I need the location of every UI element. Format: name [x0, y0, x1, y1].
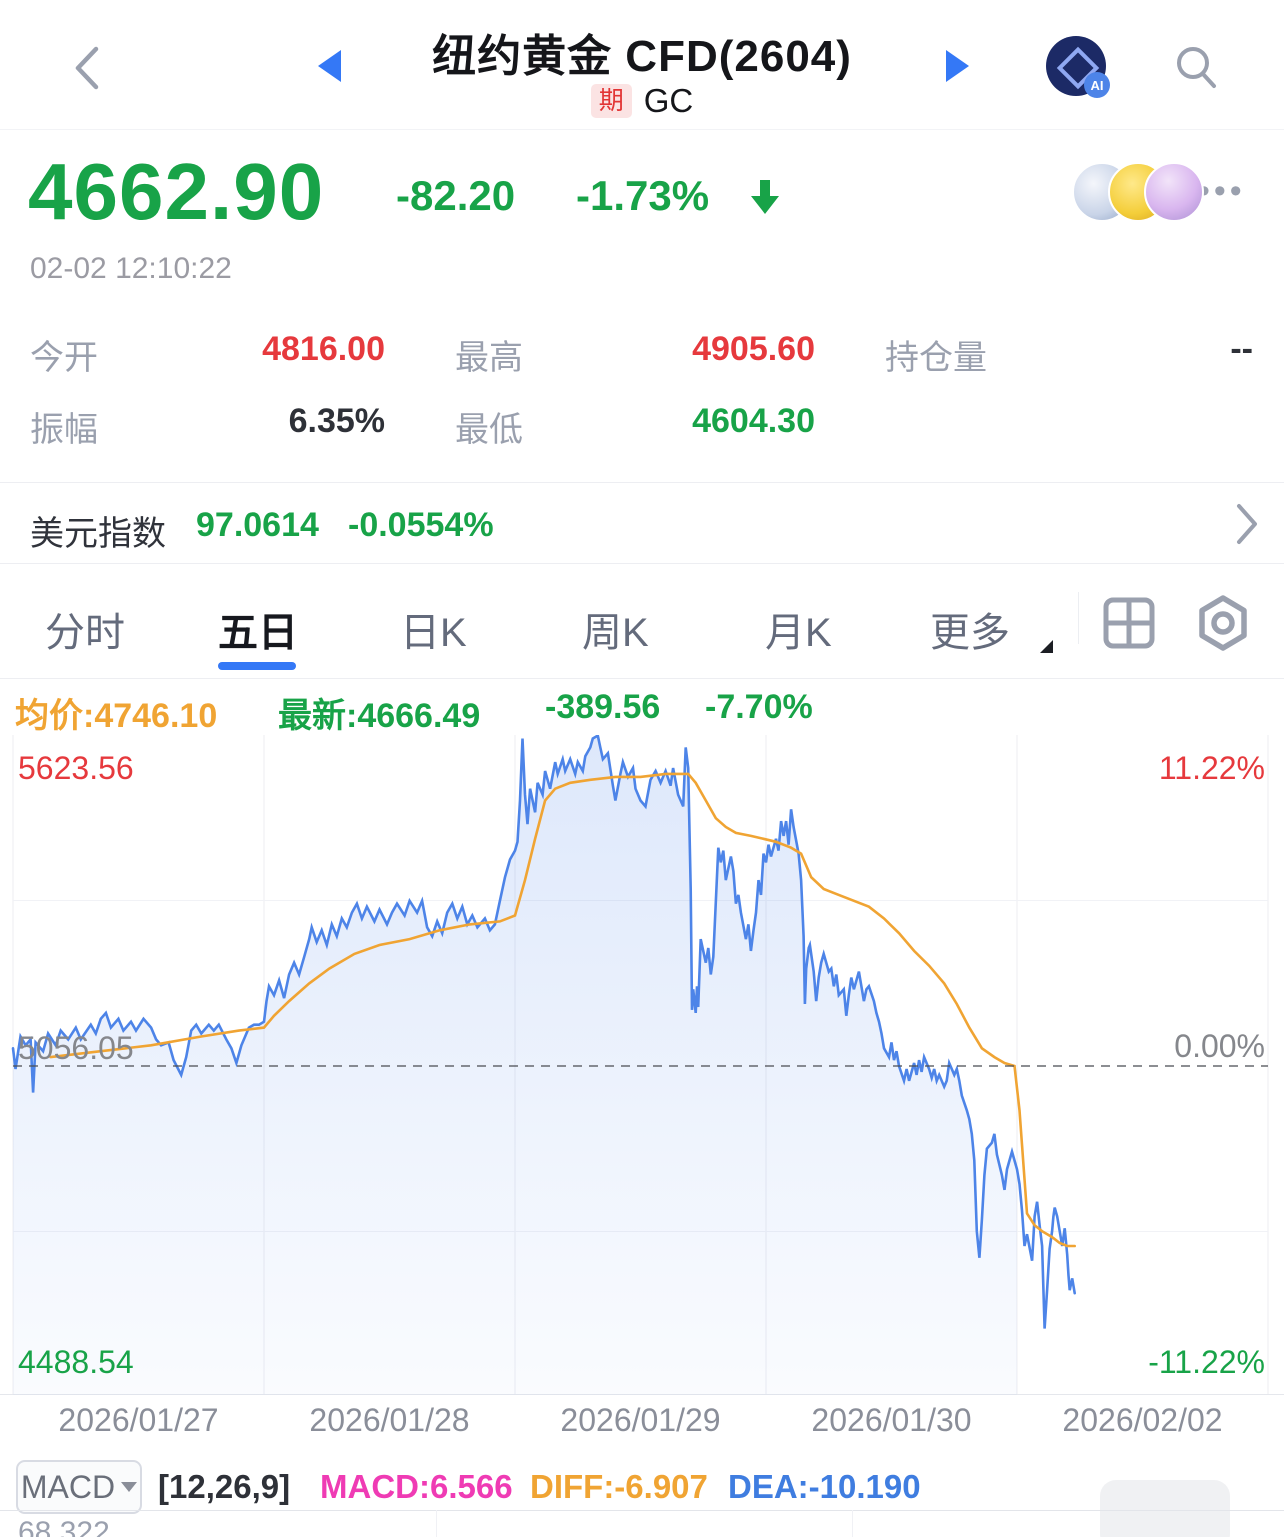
active-tab-underline: [218, 662, 296, 670]
x-axis-date-5: 2026/02/02: [1062, 1402, 1223, 1438]
watermark: [1100, 1480, 1230, 1537]
low-label: 最低: [455, 411, 523, 449]
quote-timestamp: 02-02 12:10:22: [30, 252, 232, 285]
tab-monthly-k[interactable]: 月K: [765, 611, 832, 655]
high-label: 最高: [455, 339, 523, 377]
open-interest-value: --: [1230, 330, 1253, 368]
legend-avg-price: 均价:4746.10: [15, 697, 218, 735]
usd-index-value: 97.0614: [196, 506, 319, 544]
prev-instrument-button[interactable]: [318, 50, 341, 82]
tab-more[interactable]: 更多: [930, 611, 1010, 655]
legend-last-price: 最新:4666.49: [278, 697, 481, 735]
open-label: 今开: [30, 339, 98, 377]
usd-index-label: 美元指数: [30, 515, 166, 553]
legend-last-pct: -7.70%: [705, 688, 813, 726]
x-axis-date-2: 2026/01/28: [309, 1402, 470, 1438]
last-price: 4662.90: [28, 147, 325, 236]
macd-pane-gridline-1: [436, 1510, 437, 1537]
ai-badge: AI: [1084, 72, 1110, 98]
usd-index-row[interactable]: 美元指数 97.0614 -0.0554%: [0, 482, 1284, 563]
symbol-row: 期 GC: [0, 82, 1284, 120]
commentator-avatar-3[interactable]: [1144, 162, 1204, 222]
ai-assistant-button[interactable]: AI: [1046, 36, 1110, 98]
high-value: 4905.60: [692, 330, 815, 368]
x-axis-date-1: 2026/01/27: [58, 1402, 219, 1438]
price-change: -82.20: [396, 172, 516, 219]
tab-more-corner-icon: [1040, 640, 1053, 653]
search-icon: [1177, 47, 1216, 88]
header-divider: [0, 129, 1284, 130]
multi-chart-button[interactable]: [1100, 594, 1158, 652]
futures-badge: 期: [590, 84, 632, 118]
down-arrow-icon: [750, 180, 780, 214]
x-axis-date-4: 2026/01/30: [811, 1402, 972, 1438]
macd-value: MACD:6.566: [320, 1468, 513, 1505]
tabs-bottom-border: [0, 678, 1284, 679]
tab-daily-k[interactable]: 日K: [400, 611, 467, 655]
page-title: 纽约黄金 CFD(2604): [432, 32, 852, 81]
macd-params: [12,26,9]: [158, 1468, 291, 1505]
macd-pane-scale-value: 68.322: [18, 1516, 110, 1537]
back-button[interactable]: [70, 44, 104, 92]
y-axis-low-price: 4488.54: [18, 1344, 134, 1380]
gear-icon: [1199, 595, 1247, 651]
macd-pane-gridline-2: [852, 1510, 853, 1537]
open-value: 4816.00: [262, 330, 385, 368]
low-value: 4604.30: [692, 402, 815, 440]
chart-settings-button[interactable]: [1194, 594, 1252, 652]
dea-value: DEA:-10.190: [728, 1468, 921, 1505]
usd-index-pct: -0.0554%: [348, 506, 494, 544]
diff-value: DIFF:-6.907: [530, 1468, 708, 1505]
macd-pane-top-border: [0, 1510, 1284, 1511]
ai-logo-icon: AI: [1046, 36, 1110, 98]
chevron-left-icon: [75, 46, 99, 90]
y-axis-high-price: 5623.56: [18, 750, 134, 786]
indicator-selector-button[interactable]: MACD: [16, 1460, 142, 1514]
indicator-selector-label: MACD: [20, 1468, 116, 1505]
chevron-right-icon: [1237, 504, 1257, 544]
tab-five-day[interactable]: 五日: [218, 611, 298, 655]
tab-weekly-k[interactable]: 周K: [582, 611, 649, 655]
next-instrument-button[interactable]: [946, 50, 969, 82]
y-axis-zero-pct: 0.00%: [1174, 1028, 1265, 1064]
tab-minute[interactable]: 分时: [45, 611, 125, 655]
x-axis-date-3: 2026/01/29: [560, 1402, 721, 1438]
tabs-divider: [1078, 592, 1079, 644]
grid-icon: [1103, 597, 1155, 649]
more-button[interactable]: •••: [1198, 172, 1246, 210]
price-change-pct: -1.73%: [576, 172, 710, 219]
open-interest-label: 持仓量: [885, 339, 987, 377]
usd-row-top-border: [0, 482, 1284, 483]
price-chart-canvas: [0, 735, 1284, 1395]
five-day-chart[interactable]: [0, 735, 1284, 1395]
y-axis-high-pct: 11.22%: [1158, 750, 1265, 786]
symbol-code: GC: [643, 82, 694, 119]
legend-last-change: -389.56: [545, 688, 661, 726]
caret-down-icon: [121, 1482, 138, 1492]
y-axis-base-price: 5056.05: [18, 1030, 134, 1066]
usd-row-bottom-border: [0, 563, 1284, 564]
amplitude-value: 6.35%: [288, 402, 385, 440]
search-button[interactable]: [1172, 42, 1222, 92]
amplitude-label: 振幅: [30, 411, 98, 449]
y-axis-low-pct: -11.22%: [1148, 1344, 1265, 1380]
